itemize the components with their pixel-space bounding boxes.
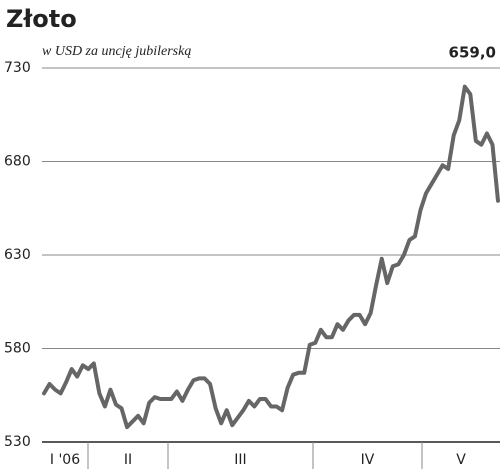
y-tick-label: 630 bbox=[4, 247, 31, 263]
y-tick-label: 580 bbox=[4, 341, 31, 357]
y-tick-label: 730 bbox=[4, 60, 31, 76]
x-tick-label: III bbox=[234, 452, 246, 468]
y-tick-label: 680 bbox=[4, 154, 31, 170]
y-tick-label: 530 bbox=[4, 434, 31, 450]
x-tick-label: I '06 bbox=[50, 452, 80, 468]
x-tick-label: V bbox=[456, 452, 466, 468]
price-line bbox=[42, 84, 500, 430]
chart-title: Złoto bbox=[6, 5, 77, 33]
x-tick-label: II bbox=[124, 452, 132, 468]
chart-subtitle: w USD za uncję jubilerską bbox=[42, 44, 191, 59]
x-tick-label: IV bbox=[361, 452, 375, 468]
last-value-label: 659,0 bbox=[449, 44, 496, 62]
